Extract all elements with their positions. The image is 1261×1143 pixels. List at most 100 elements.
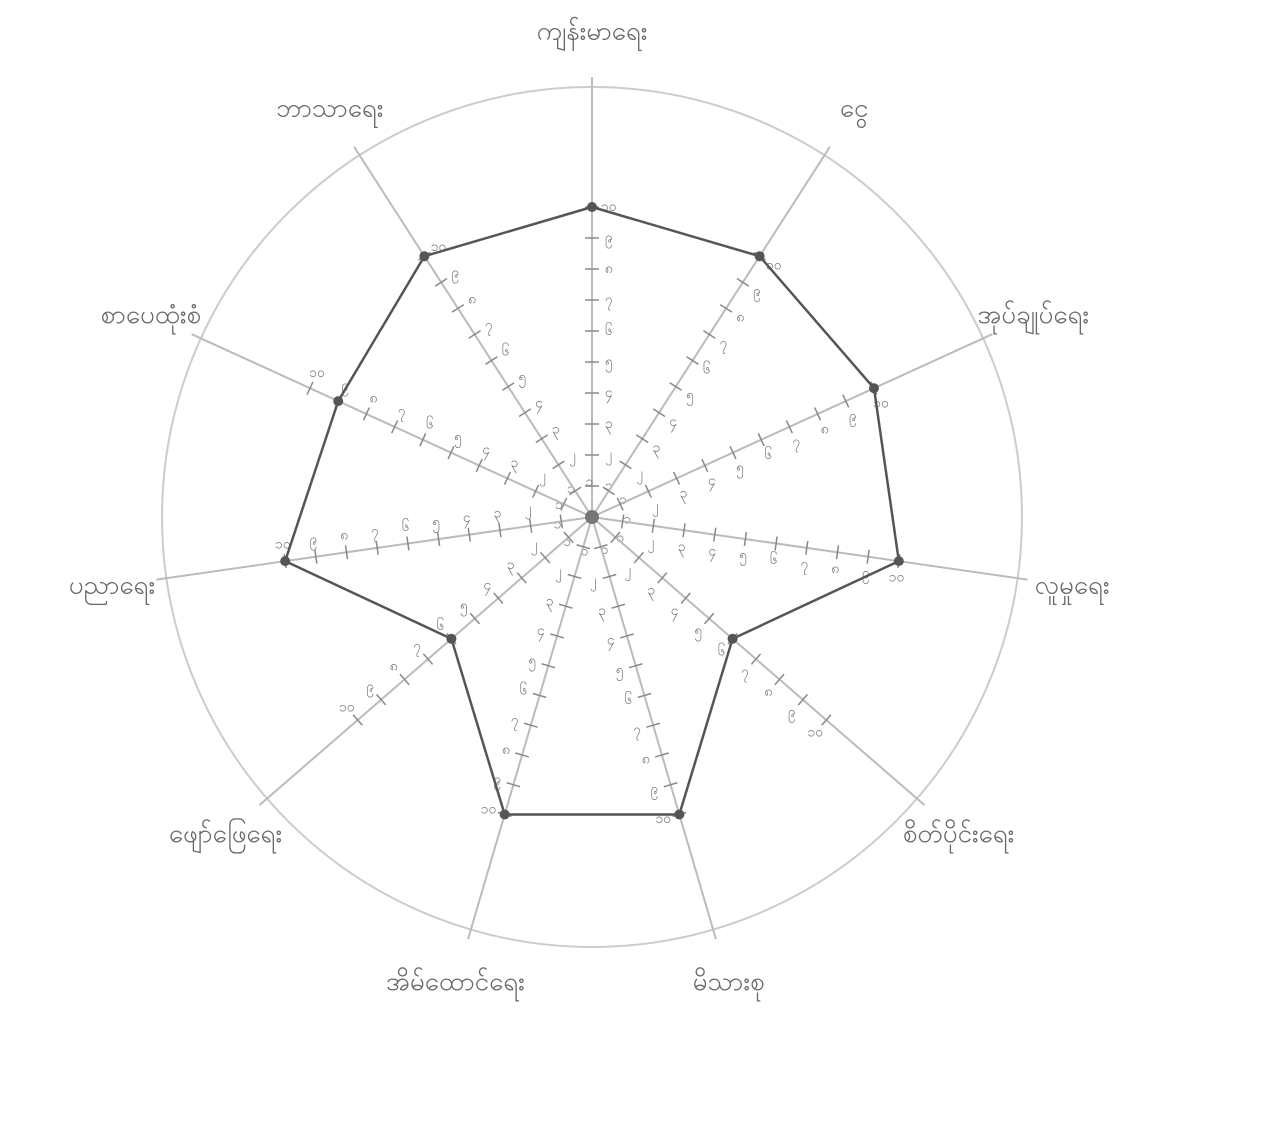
tick-mark <box>636 435 648 443</box>
chart: ကျန်းမာရေး၁၂၃၄၅၆၇၈၉၁၀ငွေ၁၂၃၄၅၆၇၈၉၁၀အုပ်ခ… <box>0 0 1261 1143</box>
tick-label: ၇ <box>633 722 641 740</box>
tick-label: ၂ <box>652 499 659 517</box>
tick-label: ၈ <box>390 659 398 675</box>
data-point <box>333 396 343 406</box>
tick-mark <box>652 519 654 533</box>
tick-label: ၁၀ <box>339 699 355 715</box>
tick-label: ၂ <box>525 501 532 519</box>
tick-label: ၈ <box>605 261 613 277</box>
center-dot <box>585 510 599 524</box>
tick-label: ၈ <box>821 421 829 437</box>
tick-mark <box>502 383 514 391</box>
tick-label: ၁၀ <box>889 570 905 586</box>
axis-label: အိမ်ထောင်ရေး <box>386 966 525 1002</box>
tick-label: ၅ <box>454 429 462 447</box>
data-point <box>280 556 290 566</box>
tick-label: ၄ <box>671 603 679 621</box>
tick-label: ၂ <box>590 573 597 591</box>
tick-label: ၃ <box>647 583 655 601</box>
tick-label: ၆ <box>703 362 711 378</box>
tick-mark <box>536 435 548 443</box>
tick-mark <box>714 528 716 542</box>
axis-label: ငွေ <box>840 93 869 128</box>
tick-label: ၇ <box>741 664 749 682</box>
tick-label: ၇ <box>413 638 421 656</box>
tick-label: ၅ <box>460 598 468 616</box>
tick-mark <box>346 545 348 559</box>
tick-label: ၉ <box>849 408 857 426</box>
tick-mark <box>530 519 532 533</box>
tick-mark <box>468 528 470 542</box>
data-point <box>587 202 597 212</box>
tick-mark <box>653 409 665 417</box>
tick-label: ၉ <box>651 781 659 799</box>
tick-label: ၃ <box>494 506 502 524</box>
data-point <box>728 634 738 644</box>
tick-label: ၂ <box>569 448 576 466</box>
tick-label: ၆ <box>770 552 778 568</box>
tick-label: ၂ <box>636 466 643 484</box>
tick-label: ၃ <box>680 486 688 504</box>
tick-label: ၈ <box>369 391 377 407</box>
tick-mark <box>469 331 481 339</box>
tick-label: ၂ <box>624 562 631 580</box>
tick-label: ၅ <box>432 514 440 532</box>
tick-label: ၄ <box>537 623 545 641</box>
axis-label: လူမှုရေး <box>1035 571 1110 606</box>
tick-mark <box>806 541 808 555</box>
axis-line <box>592 517 1028 580</box>
axis-line <box>592 517 716 939</box>
tick-mark <box>620 461 632 469</box>
tick-label: ၂ <box>531 537 538 555</box>
tick-label: ၇ <box>398 404 406 422</box>
data-point <box>894 556 904 566</box>
tick-label: ၈ <box>502 742 510 758</box>
tick-label: ၄ <box>463 510 471 528</box>
tick-mark <box>376 541 378 555</box>
tick-label: ၅ <box>694 623 702 641</box>
tick-label: ၄ <box>607 633 615 651</box>
axis-line <box>192 334 592 517</box>
tick-mark <box>867 550 869 564</box>
tick-mark <box>737 279 749 287</box>
axis-line <box>259 517 592 805</box>
tick-label: ၅ <box>528 653 536 671</box>
tick-label: ၁ <box>585 474 593 490</box>
data-point <box>500 809 510 819</box>
tick-mark <box>452 305 464 313</box>
tick-label: ၈ <box>468 291 476 307</box>
axis-label: ပညာရေး <box>69 571 155 606</box>
tick-label: ၉ <box>451 265 459 283</box>
tick-label: ၇ <box>800 557 808 575</box>
axis-label: မိသားစု <box>693 966 765 1002</box>
tick-mark <box>683 523 685 537</box>
tick-label: ၉ <box>788 704 796 722</box>
tick-label: ၅ <box>739 548 747 566</box>
tick-mark <box>519 409 531 417</box>
tick-label: ၈ <box>764 684 772 700</box>
tick-label: ၄ <box>482 442 490 460</box>
tick-label: ၁ <box>623 511 631 527</box>
tick-label: ၇ <box>792 434 800 452</box>
tick-label: ၆ <box>426 416 434 432</box>
tick-mark <box>720 305 732 313</box>
tick-label: ၅ <box>686 388 694 406</box>
tick-label: ၃ <box>652 440 660 458</box>
tick-label: ၆ <box>624 692 632 708</box>
tick-label: ၆ <box>502 343 510 359</box>
data-point <box>869 383 879 393</box>
tick-label: ၁၀ <box>309 365 325 381</box>
tick-label: ၄ <box>605 385 613 403</box>
tick-label: ၆ <box>764 447 772 463</box>
tick-label: ၂ <box>648 534 655 552</box>
tick-label: ၉ <box>605 230 613 248</box>
tick-label: ၅ <box>616 662 624 680</box>
tick-mark <box>703 331 715 339</box>
tick-label: ၄ <box>483 578 491 596</box>
data-point <box>419 251 429 261</box>
axis-label: စိတ်ပိုင်းရေး <box>903 818 1014 854</box>
tick-label: ၃ <box>678 539 686 557</box>
axis-line <box>592 147 830 517</box>
axis-label: စာပေထုံးစံ <box>101 300 202 335</box>
tick-label: ၄ <box>708 473 716 491</box>
